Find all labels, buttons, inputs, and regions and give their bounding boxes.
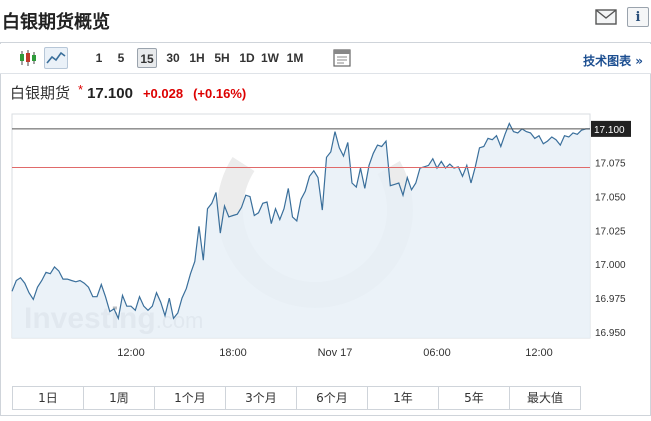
y-tick-label: 16.975 (595, 294, 626, 305)
mail-icon[interactable] (595, 7, 617, 27)
page-title: 白银期货概览 (2, 12, 110, 33)
x-tick-label: 06:00 (423, 347, 451, 359)
page-header: 白银期货概览 i (0, 0, 651, 38)
range-4[interactable]: 6个月 (297, 387, 368, 409)
price-change-percent: (+0.16%) (193, 86, 247, 101)
interval-15[interactable]: 15 (137, 48, 157, 68)
price-change: +0.028 (142, 86, 184, 101)
last-price: 17.100 (87, 85, 133, 102)
range-5[interactable]: 1年 (368, 387, 439, 409)
range-1[interactable]: 1周 (84, 387, 155, 409)
y-tick-label: 16.950 (595, 328, 626, 339)
interval-1w[interactable]: 1W (261, 51, 279, 65)
interval-5[interactable]: 5 (117, 51, 125, 65)
y-tick-label: 17.025 (595, 226, 626, 237)
interval-1m[interactable]: 1M (286, 51, 304, 65)
series-line (11, 122, 590, 321)
current-price-box (591, 120, 631, 137)
x-tick-label: 18:00 (219, 347, 247, 359)
quote-line: 白银期货 * 17.100 +0.028 (+0.16%) (10, 82, 256, 102)
range-0[interactable]: 1日 (13, 387, 84, 409)
y-tick-label: 17.050 (595, 193, 626, 204)
interval-1d[interactable]: 1D (239, 51, 255, 65)
interval-1h[interactable]: 1H (189, 51, 205, 65)
delayed-star: * (78, 82, 84, 97)
x-tick-label: Nov 17 (318, 347, 353, 359)
chart-toolbar: 1 5 15 30 1H 5H 1D 1W 1M 技术图表 » (0, 44, 651, 74)
x-tick-label: 12:00 (525, 347, 553, 359)
interval-5h[interactable]: 5H (214, 51, 230, 65)
instrument-name: 白银期货 (10, 84, 71, 102)
x-tick-label: 12:00 (117, 347, 145, 359)
current-price-label: 17.100 (594, 125, 625, 136)
info-icon[interactable]: i (627, 7, 649, 27)
range-6[interactable]: 5年 (439, 387, 510, 409)
line-chart-icon[interactable] (44, 47, 68, 69)
chart-settings-icon[interactable] (330, 47, 354, 69)
interval-30[interactable]: 30 (166, 51, 180, 65)
price-chart[interactable]: Investing.com 17.07517.05017.02517.00016… (0, 100, 651, 370)
interval-1[interactable]: 1 (95, 51, 103, 65)
range-2[interactable]: 1个月 (155, 387, 226, 409)
series-area (12, 123, 590, 338)
y-tick-label: 17.075 (595, 159, 626, 170)
tech-chart-link[interactable]: 技术图表 » (583, 54, 643, 68)
candlestick-icon[interactable] (16, 47, 40, 69)
y-tick-label: 17.000 (595, 260, 626, 271)
time-range-bar: 1日 1周 1个月 3个月 6个月 1年 5年 最大值 (12, 386, 581, 410)
info-glyph: i (635, 10, 641, 25)
range-3[interactable]: 3个月 (226, 387, 297, 409)
range-7[interactable]: 最大值 (526, 391, 563, 405)
